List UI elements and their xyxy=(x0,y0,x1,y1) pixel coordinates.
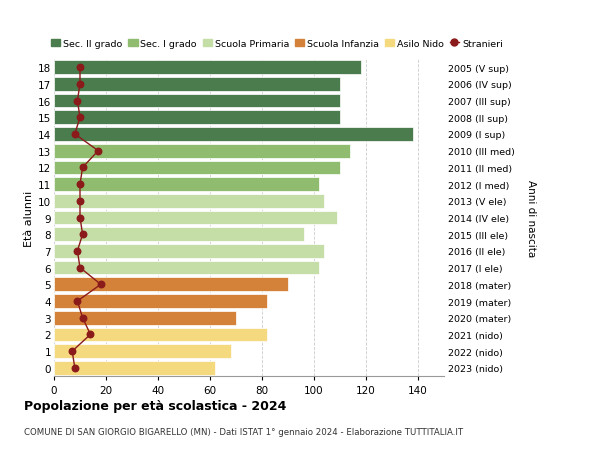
Point xyxy=(86,331,95,338)
Bar xyxy=(54,128,413,141)
Point xyxy=(73,98,82,105)
Y-axis label: Anni di nascita: Anni di nascita xyxy=(526,179,536,257)
Bar xyxy=(54,178,319,191)
Point xyxy=(78,314,88,322)
Bar xyxy=(54,95,340,108)
Point xyxy=(78,164,88,172)
Point xyxy=(75,114,85,122)
Text: Popolazione per età scolastica - 2024: Popolazione per età scolastica - 2024 xyxy=(24,399,286,412)
Point xyxy=(70,364,80,372)
Point xyxy=(78,231,88,238)
Point xyxy=(75,181,85,188)
Bar xyxy=(54,61,361,75)
Legend: Sec. II grado, Sec. I grado, Scuola Primaria, Scuola Infanzia, Asilo Nido, Stran: Sec. II grado, Sec. I grado, Scuola Prim… xyxy=(51,39,503,49)
Bar xyxy=(54,345,231,358)
Point xyxy=(75,64,85,72)
Bar xyxy=(54,211,337,225)
Bar xyxy=(54,145,350,158)
Point xyxy=(94,148,103,155)
Bar xyxy=(54,295,267,308)
Text: COMUNE DI SAN GIORGIO BIGARELLO (MN) - Dati ISTAT 1° gennaio 2024 - Elaborazione: COMUNE DI SAN GIORGIO BIGARELLO (MN) - D… xyxy=(24,427,463,436)
Bar xyxy=(54,328,267,341)
Bar xyxy=(54,261,319,275)
Bar xyxy=(54,195,325,208)
Point xyxy=(67,348,77,355)
Bar xyxy=(54,311,236,325)
Bar xyxy=(54,161,340,175)
Bar xyxy=(54,111,340,125)
Point xyxy=(75,264,85,272)
Point xyxy=(75,81,85,88)
Point xyxy=(73,248,82,255)
Point xyxy=(73,298,82,305)
Point xyxy=(96,281,106,288)
Point xyxy=(75,198,85,205)
Point xyxy=(70,131,80,138)
Bar xyxy=(54,245,325,258)
Bar xyxy=(54,228,304,241)
Y-axis label: Età alunni: Età alunni xyxy=(24,190,34,246)
Bar xyxy=(54,278,288,291)
Bar xyxy=(54,361,215,375)
Point xyxy=(75,214,85,222)
Bar xyxy=(54,78,340,91)
